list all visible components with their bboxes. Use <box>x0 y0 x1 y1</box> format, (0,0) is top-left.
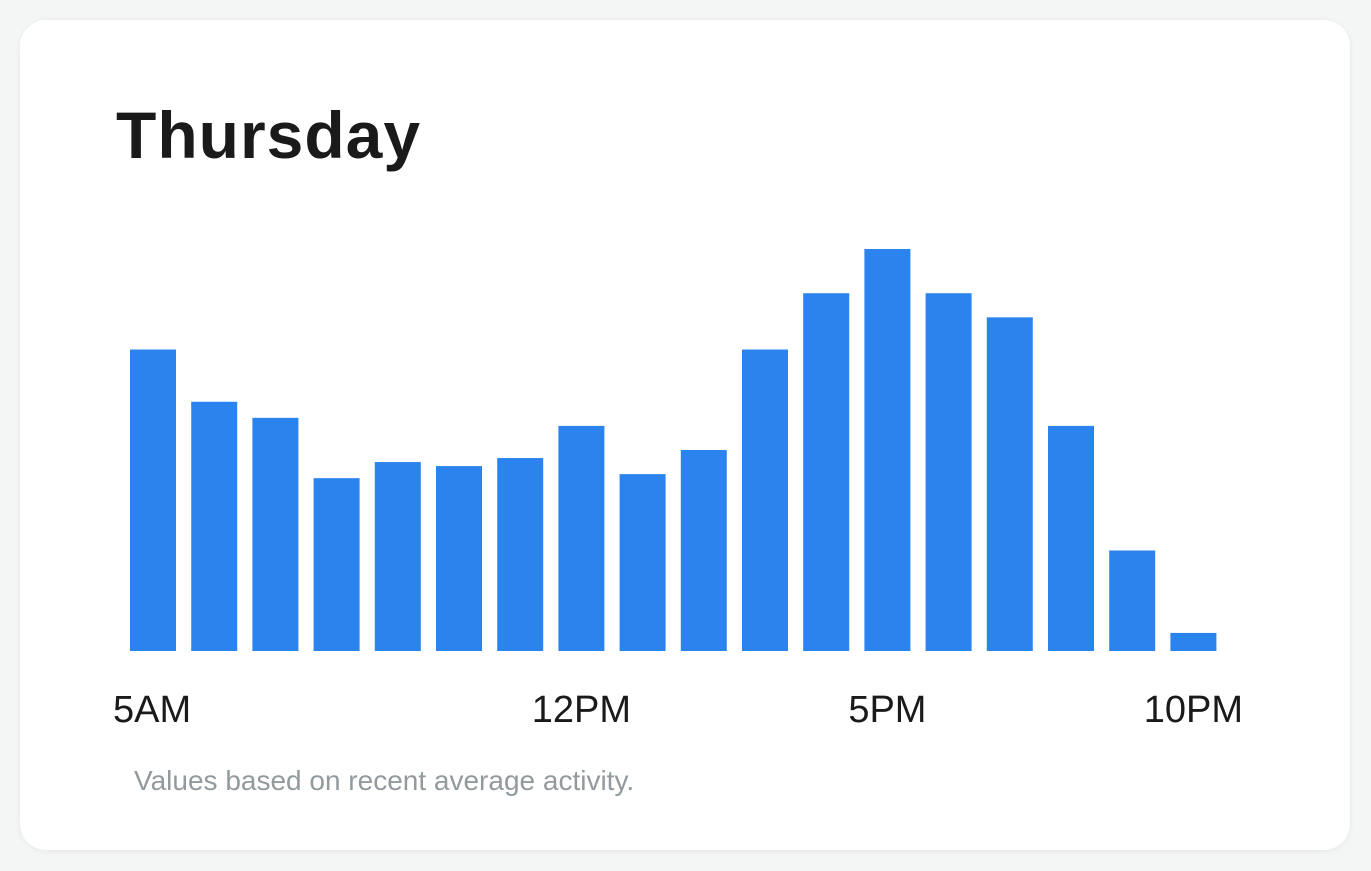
bar-12PM <box>558 425 605 651</box>
x-tick-label: 5AM <box>113 689 191 731</box>
bar-9AM <box>374 462 421 651</box>
bar-4PM <box>803 293 850 651</box>
bar-10PM <box>1170 632 1217 651</box>
x-tick-label: 12PM <box>532 689 631 731</box>
bar-5PM <box>864 249 911 651</box>
bar-6AM <box>191 401 238 651</box>
bar-10AM <box>436 466 482 651</box>
bar-2PM <box>680 450 727 651</box>
bar-chart: 5AM 12PM 5PM 10PM <box>113 249 1243 731</box>
bar-8PM <box>1048 425 1094 651</box>
day-title: Thursday <box>116 98 422 172</box>
footnote: Values based on recent average activity. <box>134 765 635 796</box>
x-tick-label: 5PM <box>848 689 926 731</box>
bar-5AM <box>130 349 176 651</box>
popular-times-card: Thursday 5AM 12PM 5PM 10PM Values based on … <box>20 20 1350 850</box>
bar-9PM <box>1109 550 1156 651</box>
bar-7AM <box>252 417 299 651</box>
x-tick-label: 10PM <box>1144 689 1243 731</box>
bar-1PM <box>619 474 666 651</box>
bar-11AM <box>497 458 544 651</box>
bar-7PM <box>986 317 1033 651</box>
bar-8AM <box>313 478 360 651</box>
bar-6PM <box>925 293 972 651</box>
bar-3PM <box>742 349 788 651</box>
